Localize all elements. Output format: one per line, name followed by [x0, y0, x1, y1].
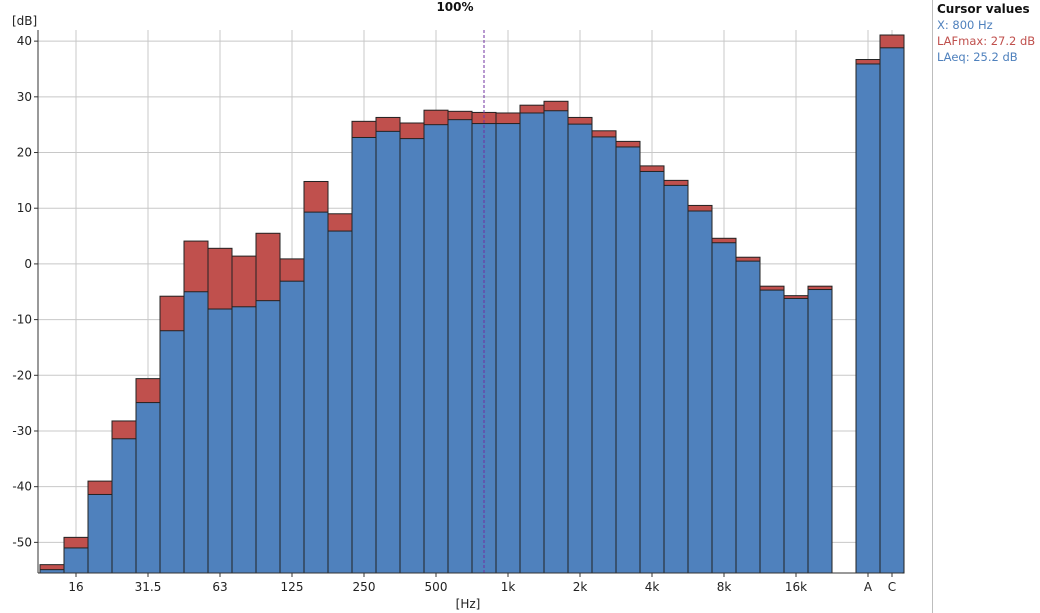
- cursor-values-panel: Cursor values X: 800 Hz LAFmax: 27.2 dB …: [932, 0, 1040, 613]
- x-tick-label: 1k: [501, 580, 516, 594]
- bar-laeq: [255, 300, 281, 574]
- bar-laeq: [87, 493, 113, 574]
- bar-laeq: [735, 260, 761, 574]
- bar-laeq: [543, 110, 569, 574]
- x-tick-label: 250: [353, 580, 376, 594]
- bar-laeq: [567, 123, 593, 574]
- x-tick-label: 8k: [717, 580, 732, 594]
- cursor-x-value: X: 800 Hz: [937, 18, 993, 32]
- y-tick-label: 10: [17, 201, 32, 215]
- bar-laeq: [351, 136, 377, 574]
- bar-laeq: [135, 402, 161, 574]
- bar-laeq: [111, 438, 137, 574]
- y-tick-label: 30: [17, 90, 32, 104]
- bar-laeq: [231, 306, 257, 574]
- axes: [34, 30, 902, 577]
- bar-laeq: [447, 119, 473, 574]
- spectrum-chart[interactable]: 100% [dB] [Hz] 403020100-10-20-30-40-50 …: [0, 0, 932, 613]
- bar-laeq: [615, 146, 641, 574]
- bar-laeq: [399, 138, 425, 574]
- bar-laeq: [279, 280, 305, 574]
- x-tick-label: C: [888, 580, 896, 594]
- bars: [39, 34, 905, 574]
- y-tick-label: 20: [17, 146, 32, 160]
- bar-laeq: [183, 291, 209, 574]
- bar-laeq: [783, 297, 809, 574]
- cursor-laeq-value: LAeq: 25.2 dB: [937, 50, 1018, 64]
- y-tick-label: -20: [12, 368, 32, 382]
- chart-title: 100%: [436, 0, 473, 14]
- y-tick-labels: 40 30 20 10 0 -10 -20 -30 -40 -50: [12, 34, 32, 549]
- bar-laeq: [63, 547, 89, 574]
- bar-laeq: [759, 289, 785, 574]
- y-tick-label: 0: [24, 257, 32, 271]
- bar-laeq: [207, 308, 233, 574]
- cursor-values-title: Cursor values: [937, 2, 1030, 16]
- x-tick-label: 125: [281, 580, 304, 594]
- bar-laeq: [639, 170, 665, 574]
- x-tick-label: 63: [212, 580, 227, 594]
- bar-laeq: [663, 184, 689, 574]
- bar-laeq: [495, 123, 521, 574]
- bar-laeq: [711, 242, 737, 574]
- y-tick-label: -40: [12, 480, 32, 494]
- y-axis-label: [dB]: [12, 14, 37, 28]
- y-tick-label: -30: [12, 424, 32, 438]
- x-tick-label: A: [864, 580, 873, 594]
- x-axis-label: [Hz]: [456, 597, 481, 611]
- bar-laeq: [159, 330, 185, 574]
- x-tick-labels: 16 31.5 63 125 250 500 1k 2k 4k 8k 16k A C: [68, 580, 896, 594]
- bar-laeq: [375, 130, 401, 574]
- x-tick-label: 500: [425, 580, 448, 594]
- x-tick-label: 16k: [785, 580, 807, 594]
- bar-laeq: [855, 63, 881, 574]
- bar-laeq: [879, 47, 905, 574]
- y-tick-label: -50: [12, 535, 32, 549]
- bar-laeq: [423, 124, 449, 574]
- x-tick-label: 2k: [573, 580, 588, 594]
- bar-laeq: [303, 211, 329, 574]
- x-tick-label: 16: [68, 580, 83, 594]
- x-tick-label: 31.5: [135, 580, 162, 594]
- bar-laeq: [687, 210, 713, 574]
- bar-laeq: [39, 569, 65, 574]
- y-tick-label: 40: [17, 34, 32, 48]
- bar-laeq: [471, 123, 497, 574]
- bar-laeq: [591, 136, 617, 574]
- bar-laeq: [519, 112, 545, 574]
- cursor-lafmax-value: LAFmax: 27.2 dB: [937, 34, 1036, 48]
- y-tick-label: -10: [12, 313, 32, 327]
- bar-laeq: [327, 230, 353, 574]
- bar-laeq: [807, 289, 833, 574]
- x-tick-label: 4k: [645, 580, 660, 594]
